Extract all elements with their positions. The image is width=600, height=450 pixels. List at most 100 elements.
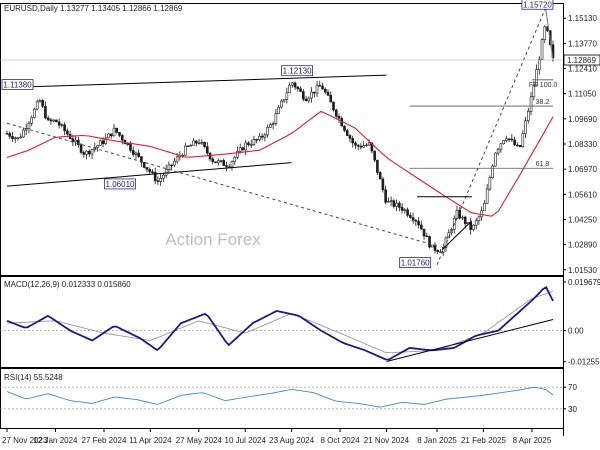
price-candle — [280, 99, 283, 109]
price-candle — [494, 152, 497, 167]
candle-body — [425, 235, 429, 238]
candle-body — [249, 144, 253, 146]
candle-body — [145, 167, 149, 170]
price-candle — [326, 89, 330, 96]
candle-body — [151, 171, 154, 173]
candle-body — [458, 209, 462, 219]
rising-dashed-trendline — [436, 7, 547, 266]
candle-body — [461, 216, 464, 219]
price-y-tick-label: 1.08330 — [568, 140, 597, 149]
price-y-tick-label: 1.06970 — [568, 165, 597, 174]
candle-body — [49, 119, 53, 122]
price-candle — [356, 143, 360, 151]
price-y-tick-label: 1.11050 — [568, 90, 597, 99]
price-candle — [367, 139, 371, 147]
candle-body — [162, 174, 165, 179]
price-candle — [247, 141, 250, 147]
macd-header: MACD(12,26,9) 0.012333 0.015860 — [4, 280, 131, 289]
candle-body — [186, 145, 190, 148]
price-candle — [269, 122, 272, 128]
price-candle — [230, 160, 234, 171]
candle-body — [291, 82, 294, 86]
price-candle — [288, 82, 291, 94]
price-candle — [30, 115, 33, 127]
price-candle — [302, 88, 305, 102]
candle-body — [329, 94, 333, 103]
fe-projection-line — [545, 7, 554, 61]
candle-body — [491, 165, 494, 178]
price-candle — [293, 81, 297, 90]
macd-signal-line — [6, 290, 554, 354]
price-candle — [13, 136, 17, 143]
candle-body — [395, 202, 398, 207]
price-candle — [348, 133, 352, 143]
price-candle — [216, 158, 220, 166]
triangle-bottom-line — [441, 220, 473, 251]
price-candle — [400, 203, 404, 214]
watermark: Action Forex — [165, 230, 261, 249]
candle-body — [101, 140, 105, 145]
price-candle — [411, 212, 415, 224]
x-tick-label: 27 Feb 2024 — [82, 436, 127, 445]
candle-body — [35, 101, 39, 110]
macd-y-tick-label: -0.012552 — [568, 358, 600, 367]
candle-body — [365, 144, 368, 147]
price-candle — [41, 98, 44, 109]
price-candle — [159, 173, 162, 186]
price-candle — [304, 95, 308, 102]
price-candle — [499, 143, 503, 153]
price-candle — [403, 208, 407, 214]
price-candle — [537, 56, 541, 75]
candle-body — [356, 144, 360, 147]
candle-body — [79, 144, 83, 153]
price-candle — [184, 142, 187, 157]
candle-body — [280, 100, 283, 108]
price-candle — [153, 167, 157, 185]
price-candle — [436, 249, 440, 255]
candle-body — [120, 135, 124, 141]
candle-body — [315, 85, 319, 94]
falling-dashed-trendline — [6, 122, 438, 247]
price-candle — [33, 107, 36, 119]
candle-body — [153, 171, 157, 182]
price-candle — [376, 159, 379, 175]
candle-body — [33, 108, 36, 118]
price-candle — [203, 141, 206, 149]
price-candle — [258, 133, 261, 142]
candle-body — [507, 138, 511, 140]
lower-channel-trendline — [6, 162, 292, 187]
price-candle — [420, 220, 423, 230]
candle-body — [304, 98, 308, 102]
macd-trendline — [386, 319, 554, 363]
candle-body — [156, 180, 160, 182]
price-candle — [66, 128, 69, 136]
price-candle — [513, 136, 516, 146]
fib-label-fe-100: FE 100.0 — [529, 82, 558, 89]
price-candle — [365, 142, 368, 147]
candle-body — [323, 88, 327, 93]
candle-body — [527, 111, 530, 121]
price-candle — [510, 134, 514, 142]
price-candle — [532, 81, 536, 101]
candle-body — [502, 140, 505, 145]
price-candle — [252, 135, 256, 146]
price-candle — [323, 87, 327, 94]
price-candle — [485, 183, 489, 204]
candle-body — [337, 115, 341, 119]
candle-body — [411, 217, 415, 221]
price-candle — [543, 25, 547, 44]
candle-body — [74, 139, 77, 142]
candle-body — [537, 59, 541, 70]
price-candle — [409, 212, 412, 219]
candle-body — [115, 127, 119, 133]
candle-body — [57, 121, 61, 126]
candle-body — [376, 159, 379, 173]
price-candle — [282, 99, 286, 103]
candle-body — [299, 88, 302, 92]
candle-body — [98, 140, 102, 146]
x-tick-label: 8 Jan 2025 — [417, 436, 457, 445]
price-candle — [444, 236, 448, 252]
candle-body — [518, 145, 522, 147]
candle-body — [159, 177, 162, 182]
